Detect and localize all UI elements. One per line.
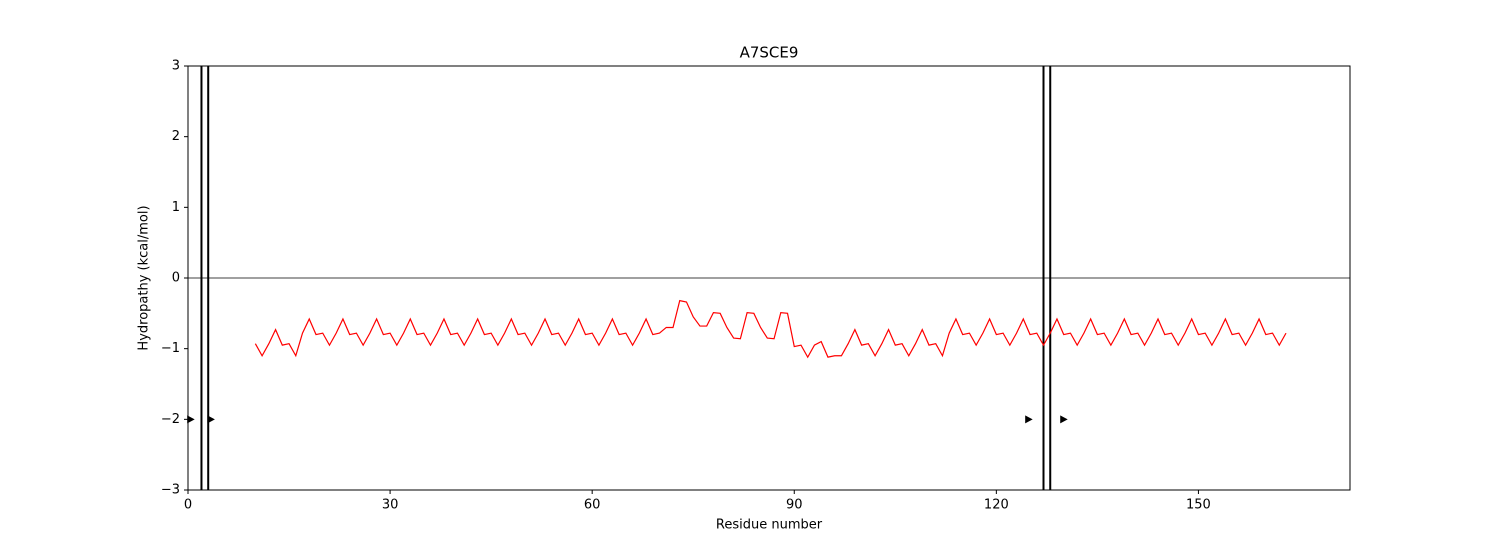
y-tick-label: −2	[161, 412, 180, 427]
y-tick-label: 0	[172, 271, 180, 286]
chart-title: A7SCE9	[740, 44, 799, 62]
plot-frame	[187, 65, 1351, 491]
x-axis-label: Residue number	[716, 518, 823, 533]
x-tick-label: 90	[786, 498, 803, 513]
hydropathy-line	[254, 299, 1287, 359]
marker	[1060, 415, 1068, 424]
y-tick-label: −3	[161, 483, 180, 498]
y-tick-label: 1	[172, 200, 180, 215]
y-tick-label: −1	[161, 341, 180, 356]
x-tick-label: 60	[584, 498, 601, 513]
marker	[1025, 415, 1033, 424]
x-tick-label: 0	[184, 498, 192, 513]
x-tick-label: 30	[382, 498, 399, 513]
y-tick-label: 3	[172, 59, 180, 74]
marker	[187, 415, 195, 424]
x-tick-label: 150	[1186, 498, 1211, 513]
y-axis-label: Hydropathy (kcal/mol)	[137, 205, 152, 350]
marker	[207, 415, 215, 424]
x-tick-label: 120	[984, 498, 1009, 513]
y-tick-label: 2	[172, 129, 180, 144]
